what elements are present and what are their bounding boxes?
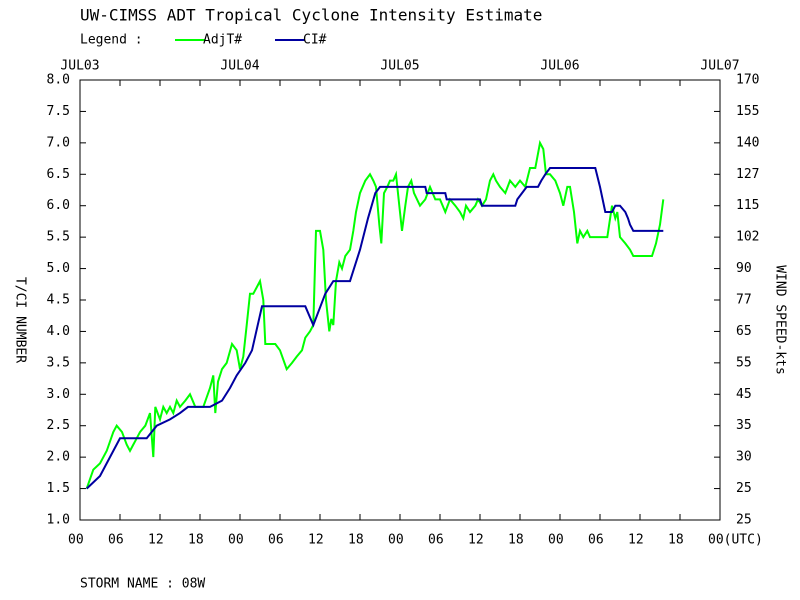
x-tick-label: 12 <box>148 533 164 548</box>
y-tick-label: 3.5 <box>47 355 70 370</box>
y2-tick-label: 30 <box>736 450 752 465</box>
y2-tick-label: 140 <box>736 135 759 150</box>
y-tick-label: 5.0 <box>47 261 70 276</box>
series-line <box>86 167 664 490</box>
x-tick-label: 12 <box>628 533 644 548</box>
y2-tick-label: 115 <box>736 198 759 213</box>
y-tick-label: 5.5 <box>47 230 70 245</box>
y2-tick-label: 155 <box>736 104 759 119</box>
y2-axis-label: WIND SPEED-kts <box>773 265 788 375</box>
x-tick-label: 12 <box>308 533 324 548</box>
x-tick-label: 06 <box>268 533 284 548</box>
top-tick-label: JUL03 <box>60 59 99 74</box>
legend-entry: AdjT# <box>203 33 242 48</box>
y-tick-label: 4.5 <box>47 293 70 308</box>
x-tick-label: 06 <box>108 533 124 548</box>
series-line <box>85 139 665 489</box>
x-tick-label: 00(UTC) <box>708 533 763 548</box>
x-tick-label: 00 <box>228 533 244 548</box>
top-tick-label: JUL05 <box>380 59 419 74</box>
y-tick-label: 4.0 <box>47 324 70 339</box>
y2-tick-label: 102 <box>736 230 759 245</box>
y2-tick-label: 25 <box>736 513 752 528</box>
y-tick-label: 6.0 <box>47 198 70 213</box>
y2-tick-label: 77 <box>736 293 752 308</box>
y-tick-label: 1.5 <box>47 481 70 496</box>
top-tick-label: JUL07 <box>700 59 739 74</box>
x-tick-label: 06 <box>588 533 604 548</box>
y-tick-label: 7.0 <box>47 135 70 150</box>
y2-tick-label: 90 <box>736 261 752 276</box>
y-tick-label: 6.5 <box>47 167 70 182</box>
x-tick-label: 18 <box>508 533 524 548</box>
legend-entry: CI# <box>303 33 327 48</box>
y2-tick-label: 45 <box>736 387 752 402</box>
x-tick-label: 00 <box>388 533 404 548</box>
x-tick-label: 18 <box>348 533 364 548</box>
legend-label: Legend : <box>80 33 143 48</box>
y-tick-label: 2.0 <box>47 450 70 465</box>
y2-tick-label: 25 <box>736 481 752 496</box>
x-tick-label: 12 <box>468 533 484 548</box>
footer: STORM NAME : 08W <box>80 577 205 592</box>
y2-tick-label: 35 <box>736 418 752 433</box>
x-tick-label: 06 <box>428 533 444 548</box>
x-tick-label: 00 <box>68 533 84 548</box>
top-tick-label: JUL06 <box>540 59 579 74</box>
y-tick-label: 2.5 <box>47 418 70 433</box>
y2-tick-label: 65 <box>736 324 752 339</box>
y2-tick-label: 170 <box>736 73 759 88</box>
x-tick-label: 18 <box>668 533 684 548</box>
chart-title: UW-CIMSS ADT Tropical Cyclone Intensity … <box>80 6 542 25</box>
x-tick-label: 18 <box>188 533 204 548</box>
x-tick-label: 00 <box>548 533 564 548</box>
y-tick-label: 7.5 <box>47 104 70 119</box>
y-tick-label: 3.0 <box>47 387 70 402</box>
top-tick-label: JUL04 <box>220 59 259 74</box>
y-tick-label: 8.0 <box>47 73 70 88</box>
y-axis-label: T/CI NUMBER <box>13 277 28 363</box>
y-tick-label: 1.0 <box>47 513 70 528</box>
y2-tick-label: 55 <box>736 355 752 370</box>
y2-tick-label: 127 <box>736 167 759 182</box>
